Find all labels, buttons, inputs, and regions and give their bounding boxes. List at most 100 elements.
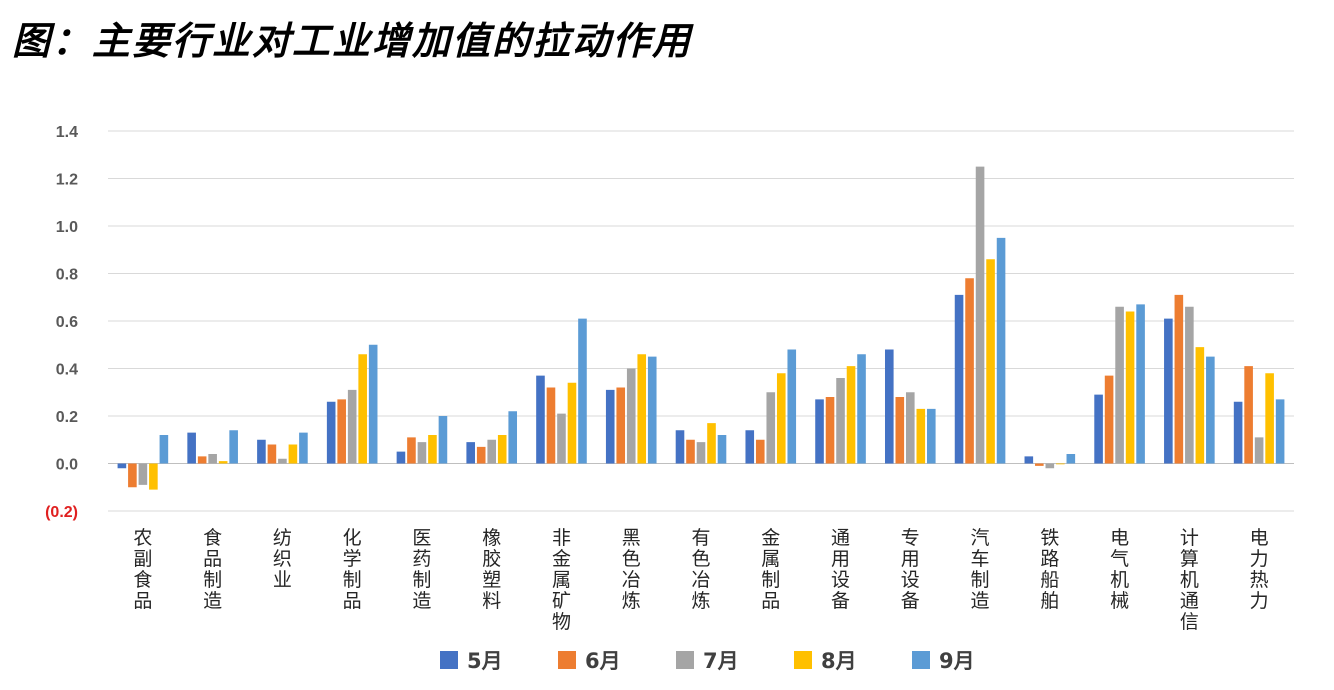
bar xyxy=(1045,463,1055,469)
y-tick-label: 1.2 xyxy=(56,172,78,189)
bar xyxy=(508,411,518,464)
bar xyxy=(916,408,926,464)
bar xyxy=(428,435,437,464)
bar xyxy=(337,399,346,464)
bar xyxy=(438,416,448,464)
bar xyxy=(815,399,824,464)
category-label: 电力热力 xyxy=(1250,527,1269,612)
bar xyxy=(1275,399,1285,464)
bar xyxy=(546,387,556,464)
bar xyxy=(1233,401,1243,464)
category-label: 汽车制造 xyxy=(971,527,990,612)
bar xyxy=(208,454,217,464)
category-label: 农副食品 xyxy=(133,527,152,612)
legend-label: 7月 xyxy=(703,649,739,673)
bar xyxy=(536,375,545,464)
y-tick-label: 1.4 xyxy=(56,124,78,141)
bar xyxy=(1094,394,1103,464)
bar xyxy=(954,294,964,464)
bar xyxy=(745,430,755,464)
legend-swatch xyxy=(440,651,458,669)
y-tick-label: 1.0 xyxy=(56,219,78,236)
legend: 5月 6月 7月 8月 9月 xyxy=(440,649,975,673)
category-label: 食品制造 xyxy=(203,527,222,612)
bar xyxy=(358,354,367,464)
bar xyxy=(986,259,995,464)
bar xyxy=(825,397,835,464)
bar xyxy=(1244,366,1253,464)
y-tick-label: (0.2) xyxy=(45,504,78,521)
legend-swatch xyxy=(676,651,694,669)
y-tick-label: 0.2 xyxy=(56,409,78,426)
category-label: 通用设备 xyxy=(831,527,850,612)
bar xyxy=(159,435,169,464)
y-tick-label: 0.0 xyxy=(56,457,78,474)
bar xyxy=(717,435,727,464)
bar xyxy=(1206,356,1215,464)
legend-label: 8月 xyxy=(821,649,857,673)
bar xyxy=(567,382,577,464)
category-label: 专用设备 xyxy=(901,527,920,612)
bar xyxy=(197,456,207,464)
category-label: 电气机械 xyxy=(1110,527,1129,612)
bar xyxy=(1136,304,1145,464)
bar xyxy=(605,389,615,464)
bar xyxy=(707,423,716,464)
y-tick-label: 0.6 xyxy=(56,314,78,331)
legend-label: 9月 xyxy=(939,649,975,673)
bar xyxy=(1164,318,1173,464)
bar xyxy=(187,432,196,464)
category-label: 计算机通信 xyxy=(1180,527,1199,633)
bar xyxy=(1056,463,1065,465)
bar xyxy=(926,408,936,464)
bar xyxy=(1035,463,1044,466)
category-label: 非金属矿物 xyxy=(552,527,571,633)
bar xyxy=(278,458,287,464)
bar xyxy=(647,356,657,464)
y-tick-label: 0.4 xyxy=(56,362,78,379)
bar xyxy=(229,430,238,464)
category-label: 有色冶炼 xyxy=(691,527,710,612)
category-label: 铁路船舶 xyxy=(1040,527,1059,612)
bar xyxy=(686,439,695,464)
legend-swatch xyxy=(558,651,576,669)
bar xyxy=(396,451,406,464)
bar xyxy=(857,354,866,464)
bar xyxy=(218,461,228,464)
legend-label: 5月 xyxy=(467,649,503,673)
bar xyxy=(557,413,566,464)
bar xyxy=(417,442,427,464)
bar xyxy=(1195,347,1205,464)
bar xyxy=(755,439,765,464)
bar xyxy=(1265,373,1274,464)
bar xyxy=(1174,294,1184,464)
category-label: 化学制品 xyxy=(343,527,362,612)
bar xyxy=(138,463,148,485)
category-label: 黑色冶炼 xyxy=(622,527,641,612)
bar xyxy=(1115,306,1124,464)
bar xyxy=(117,463,127,469)
bar xyxy=(299,432,308,464)
bar xyxy=(578,318,587,464)
page-title: 图：主要行业对工业增加值的拉动作用 xyxy=(12,19,693,63)
bar xyxy=(497,435,507,464)
bar xyxy=(1066,454,1076,464)
legend-swatch xyxy=(794,651,812,669)
bar xyxy=(326,401,336,464)
bar xyxy=(257,439,266,464)
bar xyxy=(407,437,416,464)
bar xyxy=(267,444,277,464)
bar xyxy=(1024,456,1034,464)
bars xyxy=(117,166,1285,490)
bar xyxy=(626,368,636,464)
bar xyxy=(895,397,905,464)
category-label: 橡胶塑料 xyxy=(482,527,501,612)
bar xyxy=(1185,306,1194,464)
bar xyxy=(347,389,357,464)
y-tick-label: 0.8 xyxy=(56,267,78,284)
bar xyxy=(487,439,497,464)
category-label: 纺织业 xyxy=(273,527,292,591)
bar xyxy=(766,392,776,464)
bar xyxy=(836,378,845,464)
bar xyxy=(696,442,706,464)
